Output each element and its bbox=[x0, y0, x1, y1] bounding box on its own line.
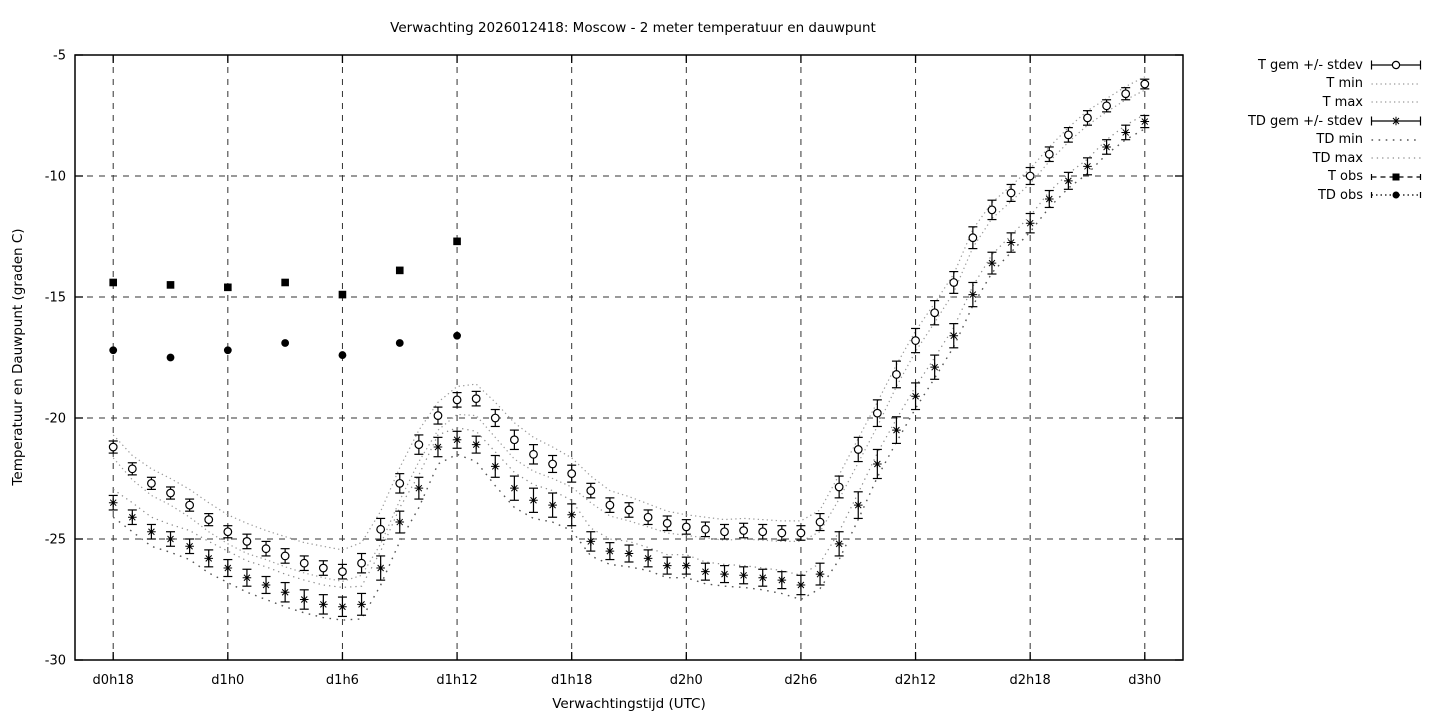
svg-text:d2h12: d2h12 bbox=[895, 673, 936, 688]
svg-text:-5: -5 bbox=[53, 49, 66, 64]
svg-text:d2h18: d2h18 bbox=[1010, 673, 1051, 688]
series-t-max bbox=[112, 76, 1146, 551]
legend-sample-td-max-icon bbox=[1371, 157, 1421, 159]
legend-sample-t-obs-icon bbox=[1370, 173, 1422, 181]
legend-sample-t-min-icon bbox=[1371, 83, 1421, 85]
svg-text:-25: -25 bbox=[45, 533, 66, 548]
series-t-gem bbox=[108, 78, 1150, 580]
svg-text:d1h18: d1h18 bbox=[551, 673, 592, 688]
legend-item-t-obs: T obs bbox=[1248, 168, 1422, 187]
legend-label-t-obs: T obs bbox=[1327, 169, 1363, 185]
legend-item-td-min: TD min bbox=[1248, 130, 1422, 149]
legend-item-td-obs: TD obs bbox=[1248, 186, 1422, 205]
svg-text:-20: -20 bbox=[45, 412, 66, 427]
svg-text:-10: -10 bbox=[45, 170, 66, 185]
legend-label-t-min: T min bbox=[1326, 76, 1363, 92]
legend-item-t-max: T max bbox=[1248, 93, 1422, 112]
series-t-obs bbox=[109, 237, 461, 299]
svg-text:d2h6: d2h6 bbox=[784, 673, 817, 688]
svg-text:-15: -15 bbox=[45, 291, 66, 306]
svg-text:d3h0: d3h0 bbox=[1128, 673, 1161, 688]
legend: T gem +/- stdev T min T max TD gem +/- s… bbox=[1248, 56, 1422, 205]
gridlines bbox=[75, 55, 1183, 660]
legend-label-td-max: TD max bbox=[1312, 150, 1363, 166]
chart-title: Verwachting 2026012418: Moscow - 2 meter… bbox=[390, 20, 876, 36]
legend-label-td-min: TD min bbox=[1316, 132, 1363, 148]
series-td-obs bbox=[109, 331, 461, 362]
legend-sample-td-gem-icon bbox=[1370, 116, 1422, 126]
svg-text:d0h18: d0h18 bbox=[93, 673, 134, 688]
legend-label-td-obs: TD obs bbox=[1317, 187, 1363, 203]
legend-sample-td-min-icon bbox=[1371, 138, 1421, 141]
series-td-gem bbox=[108, 114, 1150, 618]
legend-item-td-max: TD max bbox=[1248, 149, 1422, 168]
svg-text:d1h12: d1h12 bbox=[436, 673, 477, 688]
legend-item-t-gem: T gem +/- stdev bbox=[1248, 56, 1422, 75]
axes: d0h18 d1h0 d1h6 d1h12 d1h18 d2h0 d2h6 d2h12 d2h1… bbox=[45, 49, 1184, 688]
x-axis-label: Verwachtingstijd (UTC) bbox=[552, 696, 706, 712]
legend-sample-t-max-icon bbox=[1371, 101, 1421, 104]
series-td-min bbox=[112, 128, 1146, 621]
legend-sample-t-gem-icon bbox=[1370, 60, 1422, 70]
svg-text:-30: -30 bbox=[45, 654, 66, 669]
legend-label-td-gem: TD gem +/- stdev bbox=[1247, 113, 1363, 129]
legend-label-t-gem: T gem +/- stdev bbox=[1257, 57, 1363, 73]
legend-item-t-min: T min bbox=[1248, 75, 1422, 94]
svg-text:d2h0: d2h0 bbox=[670, 673, 703, 688]
legend-label-t-max: T max bbox=[1322, 94, 1363, 110]
svg-text:d1h6: d1h6 bbox=[326, 673, 359, 688]
legend-item-td-gem: TD gem +/- stdev bbox=[1248, 112, 1422, 131]
svg-text:d1h0: d1h0 bbox=[211, 673, 244, 688]
legend-sample-td-obs-icon bbox=[1370, 191, 1422, 199]
